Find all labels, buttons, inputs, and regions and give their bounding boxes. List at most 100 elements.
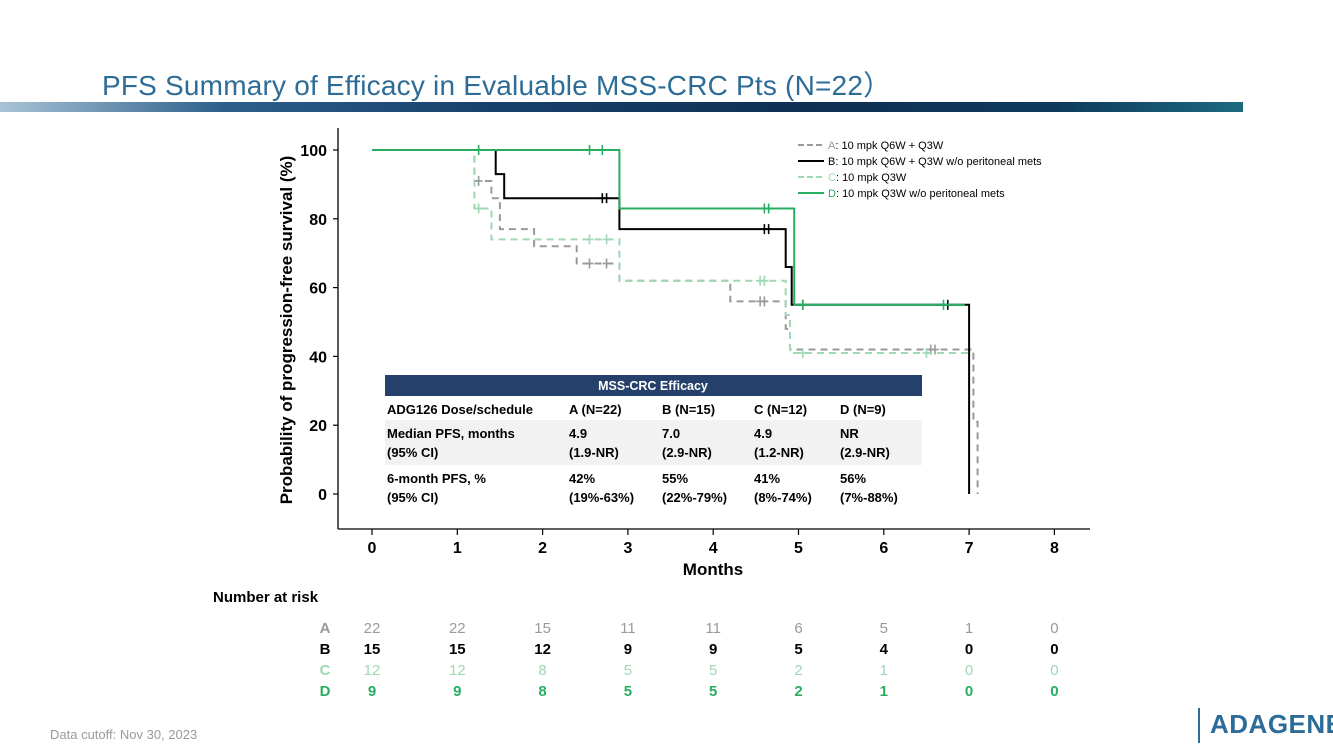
risk-B-8: 0 <box>1050 641 1058 658</box>
efficacy-cell-1-1-line1: 42% <box>569 471 595 486</box>
risk-C-6: 1 <box>880 662 888 679</box>
efficacy-cell-1-2-line2: (22%-79%) <box>662 490 727 505</box>
y-tick-label-20: 20 <box>309 418 327 435</box>
risk-C-2: 8 <box>538 662 546 679</box>
y-axis-label: Probability of progression-free survival… <box>277 156 296 505</box>
legend-entry-D: D: 10 mpk Q3W w/o peritoneal mets <box>828 188 1005 200</box>
risk-B-4: 9 <box>709 641 717 658</box>
efficacy-cell-1-2-line1: 55% <box>662 471 688 486</box>
risk-D-4: 5 <box>709 683 717 700</box>
efficacy-table-header-1: A (N=22) <box>569 402 622 417</box>
legend-key-B: B <box>828 156 835 168</box>
risk-A-1: 22 <box>449 620 466 637</box>
risk-C-4: 5 <box>709 662 717 679</box>
x-tick-label-3: 3 <box>623 540 632 557</box>
x-tick-label-0: 0 <box>368 540 377 557</box>
efficacy-cell-1-4-line1: 56% <box>840 471 866 486</box>
x-tick-label-4: 4 <box>709 540 718 557</box>
y-tick-label-100: 100 <box>300 143 327 160</box>
risk-B-6: 4 <box>880 641 889 658</box>
logo-divider <box>1198 708 1200 743</box>
risk-A-6: 5 <box>880 620 888 637</box>
risk-A-4: 11 <box>705 620 721 637</box>
legend-entry-A: A: 10 mpk Q6W + Q3W <box>828 140 944 152</box>
risk-D-6: 1 <box>880 683 888 700</box>
risk-B-0: 15 <box>364 641 381 658</box>
legend-key-A: A <box>828 140 836 152</box>
legend-label-D: : 10 mpk Q3W w/o peritoneal mets <box>836 188 1005 200</box>
risk-D-8: 0 <box>1050 683 1058 700</box>
efficacy-cell-0-3-line1: 4.9 <box>754 426 772 441</box>
y-tick-label-40: 40 <box>309 349 327 366</box>
risk-row-label-B: B <box>320 641 331 658</box>
legend-entry-B: B: 10 mpk Q6W + Q3W w/o peritoneal mets <box>828 156 1042 168</box>
efficacy-cell-1-1-line2: (19%-63%) <box>569 490 634 505</box>
efficacy-table-title: MSS-CRC Efficacy <box>598 379 708 393</box>
x-tick-label-6: 6 <box>879 540 888 557</box>
series-B-line <box>372 149 971 494</box>
risk-row-label-C: C <box>320 662 331 679</box>
efficacy-cell-0-4-line1: NR <box>840 426 859 441</box>
efficacy-cell-0-1-line2: (1.9-NR) <box>569 445 619 460</box>
efficacy-cell-1-4-line2: (7%-88%) <box>840 490 898 505</box>
efficacy-cell-0-2-line1: 7.0 <box>662 426 680 441</box>
x-tick-label-2: 2 <box>538 540 547 557</box>
efficacy-cell-0-2-line2: (2.9-NR) <box>662 445 712 460</box>
risk-D-0: 9 <box>368 683 376 700</box>
risk-A-7: 1 <box>965 620 973 637</box>
risk-B-1: 15 <box>449 641 466 658</box>
risk-A-3: 11 <box>620 620 636 637</box>
risk-D-1: 9 <box>453 683 461 700</box>
risk-C-8: 0 <box>1050 662 1058 679</box>
legend-key-C: C <box>828 172 836 184</box>
risk-D-3: 5 <box>624 683 632 700</box>
series-C-line <box>372 149 970 354</box>
risk-D-2: 8 <box>538 683 546 700</box>
efficacy-cell-0-0-line2: (95% CI) <box>387 445 438 460</box>
risk-row-label-A: A <box>320 620 331 637</box>
x-tick-label-5: 5 <box>794 540 803 557</box>
risk-A-0: 22 <box>364 620 381 637</box>
efficacy-cell-0-0-line1: Median PFS, months <box>387 426 515 441</box>
risk-C-0: 12 <box>364 662 381 679</box>
y-tick-label-0: 0 <box>318 487 327 504</box>
efficacy-table-header-4: D (N=9) <box>840 402 886 417</box>
efficacy-cell-1-3-line1: 41% <box>754 471 780 486</box>
risk-C-7: 0 <box>965 662 973 679</box>
efficacy-table-head-row-bg <box>385 396 922 420</box>
title-band <box>0 102 1243 112</box>
x-axis-label: Months <box>683 560 743 579</box>
legend-key-D: D <box>828 188 836 200</box>
risk-D-5: 2 <box>794 683 802 700</box>
risk-B-2: 12 <box>534 641 551 658</box>
x-tick-label-1: 1 <box>453 540 462 557</box>
legend-label-B: : 10 mpk Q6W + Q3W w/o peritoneal mets <box>835 156 1042 168</box>
risk-A-8: 0 <box>1050 620 1058 637</box>
y-tick-label-60: 60 <box>309 281 327 298</box>
efficacy-cell-0-4-line2: (2.9-NR) <box>840 445 890 460</box>
efficacy-table-header-0: ADG126 Dose/schedule <box>387 402 533 417</box>
risk-B-5: 5 <box>794 641 802 658</box>
slide-title: PFS Summary of Efficacy in Evaluable MSS… <box>102 70 892 101</box>
risk-A-2: 15 <box>534 620 551 637</box>
efficacy-cell-1-0-line2: (95% CI) <box>387 490 438 505</box>
efficacy-table-row-1-bg <box>385 420 922 465</box>
risk-row-label-D: D <box>320 683 331 700</box>
risk-C-5: 2 <box>794 662 802 679</box>
risk-table-title: Number at risk <box>213 589 319 606</box>
legend-entry-C: C: 10 mpk Q3W <box>828 172 907 184</box>
y-tick-label-80: 80 <box>309 212 327 229</box>
adagene-logo: ADAGENE <box>1210 709 1333 739</box>
risk-B-7: 0 <box>965 641 973 658</box>
efficacy-cell-0-1-line1: 4.9 <box>569 426 587 441</box>
efficacy-table-header-3: C (N=12) <box>754 402 807 417</box>
efficacy-table-header-2: B (N=15) <box>662 402 715 417</box>
efficacy-cell-1-0-line1: 6-month PFS, % <box>387 471 486 486</box>
risk-A-5: 6 <box>794 620 802 637</box>
risk-C-1: 12 <box>449 662 466 679</box>
risk-B-3: 9 <box>624 641 632 658</box>
risk-C-3: 5 <box>624 662 632 679</box>
series-D-line <box>372 149 965 306</box>
legend-label-A: : 10 mpk Q6W + Q3W <box>835 140 944 152</box>
